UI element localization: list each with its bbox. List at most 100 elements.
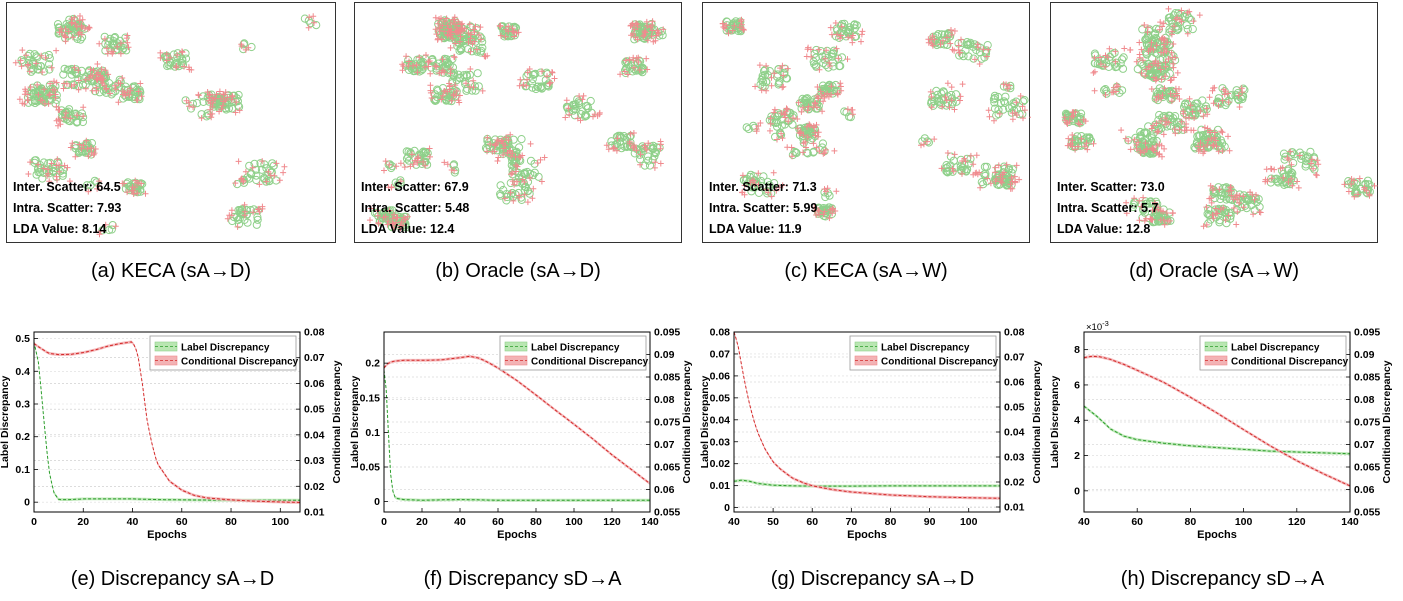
target-point: [1152, 206, 1159, 213]
target-point: [1091, 54, 1098, 61]
target-point: [800, 149, 806, 156]
source-point: [977, 54, 986, 63]
target-point: [93, 84, 100, 91]
target-point: [1066, 118, 1073, 125]
y2-tick-label: 0.075: [654, 417, 680, 429]
target-point: [439, 22, 446, 29]
target-point: [98, 66, 105, 73]
source-point: [841, 32, 851, 41]
source-point: [45, 65, 54, 74]
x-tick-label: 60: [806, 516, 818, 528]
target-point: [1106, 45, 1113, 52]
target-point: [753, 128, 760, 135]
target-point: [647, 24, 654, 31]
source-point: [1140, 129, 1149, 138]
scatter-plot: Inter. Scatter: 67.9 Intra. Scatter: 5.4…: [354, 2, 682, 243]
source-point: [1215, 218, 1224, 227]
y2-tick-label: 0.075: [1354, 417, 1380, 429]
source-point: [1278, 166, 1287, 175]
source-point: [763, 189, 772, 198]
legend-label: Label Discrepancy: [181, 343, 270, 354]
target-point: [400, 63, 407, 69]
y2-tick-label: 0.04: [304, 429, 325, 441]
target-point: [1158, 118, 1164, 124]
source-point: [1363, 189, 1372, 198]
target-point: [504, 149, 511, 156]
target-point: [273, 160, 280, 167]
source-point: [989, 95, 998, 104]
source-point: [108, 221, 117, 230]
target-point: [1127, 46, 1134, 53]
target-point: [173, 64, 180, 71]
target-point: [1288, 175, 1295, 182]
source-point: [1000, 97, 1009, 106]
target-point: [948, 97, 955, 104]
target-point: [773, 187, 780, 194]
legend-label: Label Discrepancy: [531, 343, 620, 354]
source-point: [993, 164, 1003, 173]
target-point: [521, 191, 528, 198]
target-point: [651, 164, 658, 171]
target-point: [443, 15, 450, 22]
target-point: [441, 69, 448, 76]
source-point: [765, 67, 774, 76]
target-point: [1159, 153, 1165, 160]
source-point: [937, 95, 946, 104]
target-point: [985, 107, 992, 114]
source-point: [413, 55, 422, 64]
x-tick-label: 40: [1078, 516, 1090, 528]
target-point: [1173, 90, 1180, 97]
y2-tick-label: 0.065: [654, 462, 680, 474]
target-point: [1213, 210, 1219, 217]
y2-tick-label: 0.06: [1354, 484, 1375, 496]
target-point: [928, 104, 935, 111]
target-point: [510, 197, 517, 204]
target-point: [444, 88, 451, 95]
target-point: [209, 103, 216, 110]
legend-label: Label Discrepancy: [1231, 343, 1320, 354]
source-point: [1284, 165, 1293, 174]
target-point: [931, 136, 938, 143]
y-tick-label: 0: [24, 497, 30, 509]
target-point: [97, 72, 104, 79]
target-point: [1070, 113, 1077, 119]
target-point: [1158, 95, 1164, 102]
source-point: [850, 20, 859, 29]
target-point: [1308, 160, 1314, 167]
target-point: [794, 116, 801, 122]
target-point: [487, 141, 494, 148]
target-point: [1153, 142, 1160, 149]
target-point: [61, 32, 68, 39]
target-point: [1184, 30, 1191, 37]
source-point: [1118, 55, 1127, 64]
legend-label: Conditional Discrepancy: [881, 357, 999, 368]
target-point: [740, 27, 747, 33]
target-point: [630, 144, 637, 151]
source-point: [1232, 205, 1241, 214]
target-point: [579, 96, 586, 103]
target-point: [95, 182, 102, 189]
target-point: [1351, 193, 1358, 200]
target-point: [47, 80, 54, 87]
target-point: [56, 29, 63, 36]
source-point: [574, 99, 583, 108]
target-point: [1147, 64, 1153, 70]
source-point: [644, 156, 653, 165]
target-point: [87, 66, 94, 73]
source-point: [1351, 185, 1360, 194]
target-point: [188, 66, 195, 73]
target-point: [508, 153, 515, 160]
target-point: [925, 39, 932, 46]
target-point: [814, 133, 821, 140]
source-point: [586, 96, 595, 106]
scatter-plot: Inter. Scatter: 71.3 Intra. Scatter: 5.9…: [702, 2, 1031, 243]
plot-frame: [733, 331, 1001, 513]
target-point: [469, 40, 476, 47]
series-line: [733, 331, 1001, 499]
target-point: [41, 100, 48, 107]
target-point: [1163, 210, 1170, 216]
target-point: [125, 44, 132, 51]
target-point: [1152, 58, 1159, 65]
target-point: [1142, 72, 1149, 79]
source-point: [1279, 149, 1289, 158]
